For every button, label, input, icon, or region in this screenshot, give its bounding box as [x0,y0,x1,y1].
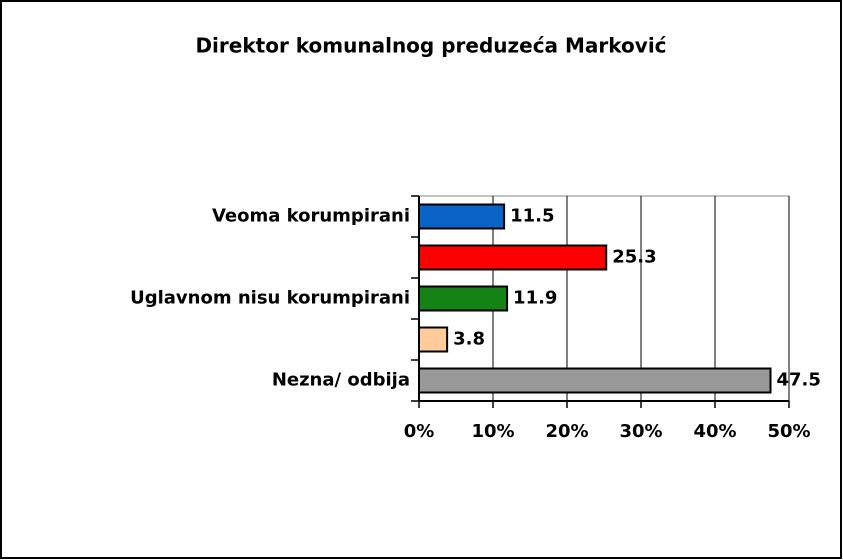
x-tick-label: 40% [693,421,736,442]
value-label: 25.3 [612,247,656,268]
x-tick-label: 50% [767,421,810,442]
value-label: 47.5 [777,370,821,391]
bar [418,326,449,353]
bar [418,244,608,271]
y-tick-label: Uglavnom nisu korumpirani [130,288,410,309]
x-tick-label: 10% [471,421,514,442]
x-tick-label: 20% [545,421,588,442]
value-label: 11.5 [510,206,554,227]
chart-title: Direktor komunalnog preduzeća Marković [195,34,666,58]
value-label: 11.9 [513,288,557,309]
y-tick-label: Veoma korumpirani [212,206,410,227]
bar [418,367,772,394]
bar [418,285,509,312]
bar [418,203,506,230]
x-tick-label: 0% [404,421,435,442]
x-tick-label: 30% [619,421,662,442]
y-tick-label: Nezna/ odbija [272,370,410,391]
value-label: 3.8 [453,329,485,350]
